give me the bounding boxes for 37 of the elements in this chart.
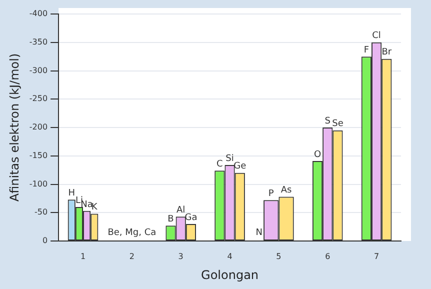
x-tick-label: 5: [276, 252, 282, 261]
data-label: P: [268, 188, 274, 199]
data-label: Cl: [372, 31, 381, 42]
y-tick-label: -250: [29, 94, 48, 104]
data-label: F: [364, 45, 370, 56]
data-label: Br: [382, 48, 392, 58]
x-tick-label: 3: [178, 252, 184, 261]
data-label: Ge: [234, 162, 247, 172]
data-label: C: [216, 159, 223, 170]
data-label: O: [314, 150, 322, 160]
data-label: Al: [176, 205, 186, 216]
y-tick-label: -300: [29, 66, 48, 75]
y-tick-label: -350: [29, 37, 48, 46]
data-label: Na: [80, 200, 93, 210]
data-label: B: [168, 214, 174, 225]
y-axis-title: Afinitas elektron (kJ/mol): [7, 53, 22, 202]
x-tick-label: 6: [325, 252, 330, 261]
x-axis-title: Golongan: [201, 268, 259, 282]
y-tick-label: -50: [34, 208, 48, 217]
y-tick-label: 0: [42, 236, 48, 246]
y-tick-label: -400: [29, 9, 48, 18]
data-label: Ga: [184, 212, 198, 223]
data-label: As: [280, 186, 292, 196]
y-tick-label: -100: [29, 179, 48, 188]
annotation: N: [256, 228, 262, 238]
x-tick-label: 4: [227, 252, 232, 261]
data-label: S: [324, 116, 331, 126]
data-label: Si: [226, 154, 234, 164]
y-tick-label: -150: [29, 150, 48, 160]
data-label: Se: [332, 119, 344, 130]
data-label: K: [91, 202, 98, 213]
x-tick-label: 2: [129, 252, 134, 261]
y-tick-label: -200: [29, 122, 48, 132]
x-tick-label: 7: [374, 252, 380, 261]
data-label: H: [68, 188, 76, 198]
annotation: Be, Mg, Ca: [108, 228, 156, 238]
x-tick-label: 1: [80, 252, 86, 261]
